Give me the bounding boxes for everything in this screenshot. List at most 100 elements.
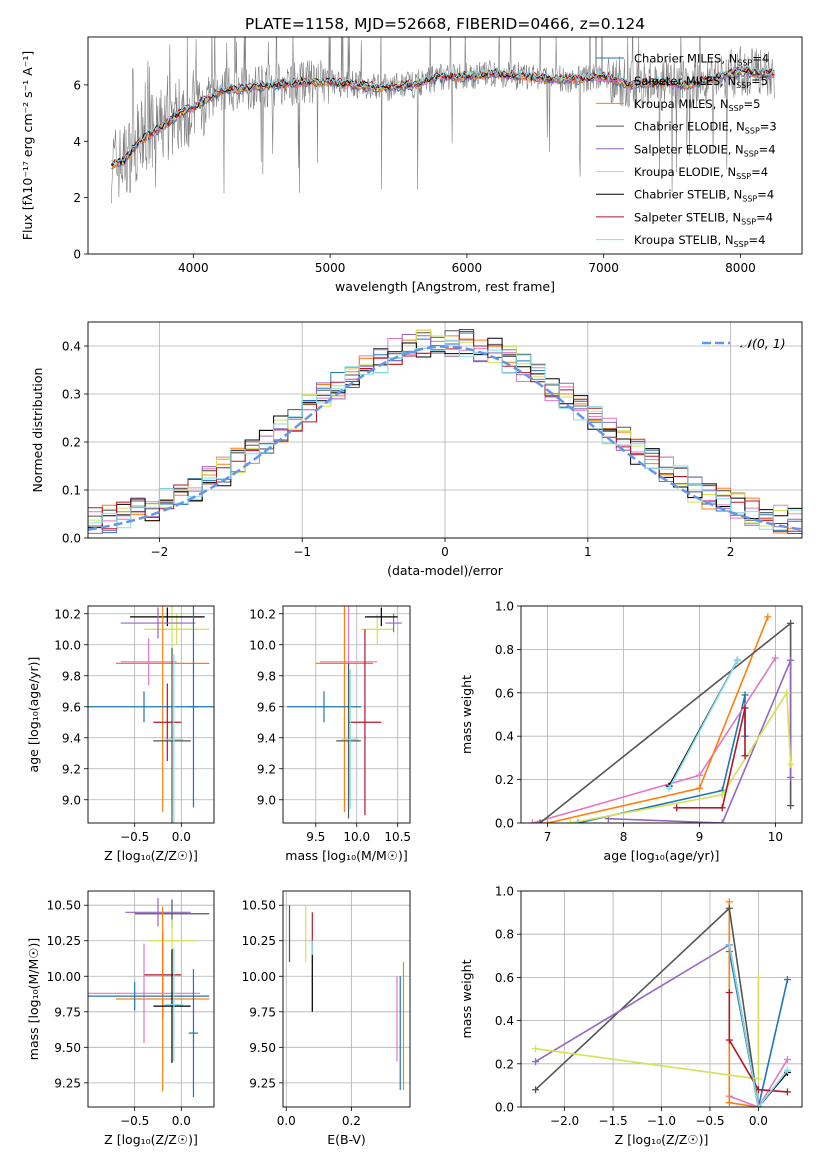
panel-age_vs_mass: 9.5 10.0 10.5 9.0 9.2 9.4 9.6 9.8 10.0 10.2 mass […: [249, 605, 411, 863]
weight-marker: [725, 898, 733, 906]
x-axis-label: Z [log₁₀(Z/Z☉)]: [104, 1132, 198, 1147]
weight-marker: [725, 1099, 733, 1107]
axes-frame: [87, 890, 215, 1108]
y-tick-label: 9.6: [257, 700, 276, 714]
plot-area: [288, 905, 405, 1090]
y-tick-label: 10.50: [47, 899, 81, 913]
weight-marker: [695, 784, 703, 792]
weight-marker: [783, 1066, 791, 1074]
weight-marker: [783, 1055, 791, 1063]
weight-line-salpeter-miles: [729, 1059, 789, 1107]
weight-marker: [725, 989, 733, 997]
y-tick-label: 10.00: [242, 970, 276, 984]
weight-marker: [718, 819, 726, 823]
x-axis-label: Z [log₁₀(Z/Z☉)]: [104, 848, 198, 863]
y-tick-label: 10.50: [242, 899, 276, 913]
x-tick-label: 2: [727, 545, 735, 559]
y-tick-label: 0.2: [495, 773, 514, 787]
model-line-kroupa-stelib: [111, 65, 775, 166]
weight-line-chabrier-elodie: [539, 621, 792, 823]
y-tick-label: 6: [73, 78, 81, 92]
errorbar-point: [153, 683, 182, 761]
errorbar-point: [164, 947, 184, 1062]
errorbar-point: [125, 898, 191, 927]
weight-marker: [787, 773, 795, 781]
weight-line-kroupa-stelib: [668, 659, 739, 789]
legend-entry: Chabrier ELODIE, NSSP=3: [634, 120, 777, 136]
x-tick-label: −0.5: [120, 1114, 149, 1128]
panel-spectrum: 4000 5000 6000 7000 8000 0 2 4 6 wavelength [Angs…: [20, 36, 803, 294]
weight-marker: [574, 819, 582, 823]
y-tick-label: 4: [73, 135, 81, 149]
legend-entry: 𝒩(0, 1): [740, 336, 786, 351]
errorbar-point: [336, 663, 361, 819]
weight-marker: [725, 904, 733, 912]
weight-line-salpeter-stelib: [728, 992, 788, 1093]
x-tick-label: 8000: [725, 261, 756, 275]
weight-marker: [741, 752, 749, 760]
x-tick-label: −2.0: [550, 1114, 579, 1128]
weight-marker: [783, 976, 791, 984]
x-tick-label: −0.5: [695, 1114, 724, 1128]
weight-marker: [787, 802, 795, 810]
weight-marker: [754, 1075, 762, 1083]
weight-marker: [536, 819, 544, 823]
weight-marker: [532, 1086, 540, 1094]
normal-curve: [88, 345, 802, 531]
y-tick-label: 0.6: [495, 971, 514, 985]
x-tick-label: 0: [441, 545, 449, 559]
y-tick-label: 0.6: [495, 686, 514, 700]
plot-area: [532, 898, 791, 1107]
histogram-kroupa-elodie: [88, 329, 802, 527]
errorbar-point: [120, 638, 177, 686]
y-axis-label: Flux [fλ10⁻¹⁷ erg cm⁻² s⁻¹ A⁻¹]: [20, 51, 35, 240]
legend-entry: Kroupa ELODIE, NSSP=4: [634, 165, 768, 181]
weight-marker: [787, 760, 795, 768]
errorbar-point: [120, 607, 196, 639]
x-tick-label: 0.0: [749, 1114, 768, 1128]
y-tick-label: 9.25: [54, 1076, 81, 1090]
weight-marker: [695, 771, 703, 779]
errorbar-point: [164, 654, 184, 823]
y-tick-label: 10.25: [242, 934, 276, 948]
weight-marker: [528, 819, 536, 823]
weight-line-chabrier-miles: [577, 694, 746, 823]
x-tick-label: −1.0: [647, 1114, 676, 1128]
y-tick-label: 10.25: [47, 934, 81, 948]
weight-line-salpeter-stelib: [676, 707, 746, 809]
panel-weight_vs_Z: −2.0 −1.5 −1.0 −0.5 0.0 0.0 0.2 0.4 0.6 0.8 1.0 Z […: [459, 885, 803, 1147]
weight-marker: [665, 784, 673, 792]
weight-marker: [754, 973, 762, 981]
y-tick-label: 9.75: [249, 1005, 276, 1019]
y-tick-label: 0.4: [495, 1014, 514, 1028]
y-tick-label: 0.4: [62, 340, 81, 354]
y-axis-label: Normed distribution: [30, 368, 45, 493]
errorbar-point: [116, 906, 210, 1092]
axes-frame: [520, 605, 803, 824]
plot-area: [88, 898, 210, 1098]
weight-line-kroupa-stelib: [728, 944, 789, 1107]
y-tick-label: 9.4: [62, 731, 81, 745]
y-tick-label: 10.0: [54, 638, 81, 652]
errorbar-point: [188, 606, 199, 808]
x-tick-label: 9.5: [306, 830, 325, 844]
y-tick-label: 10.2: [54, 607, 81, 621]
weight-marker: [783, 1088, 791, 1096]
plot-area: [88, 329, 802, 534]
y-tick-label: 0.2: [62, 436, 81, 450]
errorbar-point: [153, 606, 191, 653]
y-tick-label: 0: [73, 248, 81, 262]
weight-marker: [771, 654, 779, 662]
errorbar-point: [341, 669, 359, 810]
axes-frame: [282, 605, 411, 824]
errorbar-point: [364, 607, 398, 627]
y-tick-label: 0.3: [62, 388, 81, 402]
x-axis-label: E(B-V): [327, 1132, 366, 1147]
y-tick-label: 9.0: [62, 793, 81, 807]
y-tick-label: 1.0: [495, 600, 514, 614]
x-tick-label: 10.0: [343, 830, 370, 844]
plot-area: [88, 606, 214, 823]
weight-marker: [741, 704, 749, 712]
weight-marker: [754, 1103, 762, 1107]
axes-frame: [282, 890, 411, 1108]
